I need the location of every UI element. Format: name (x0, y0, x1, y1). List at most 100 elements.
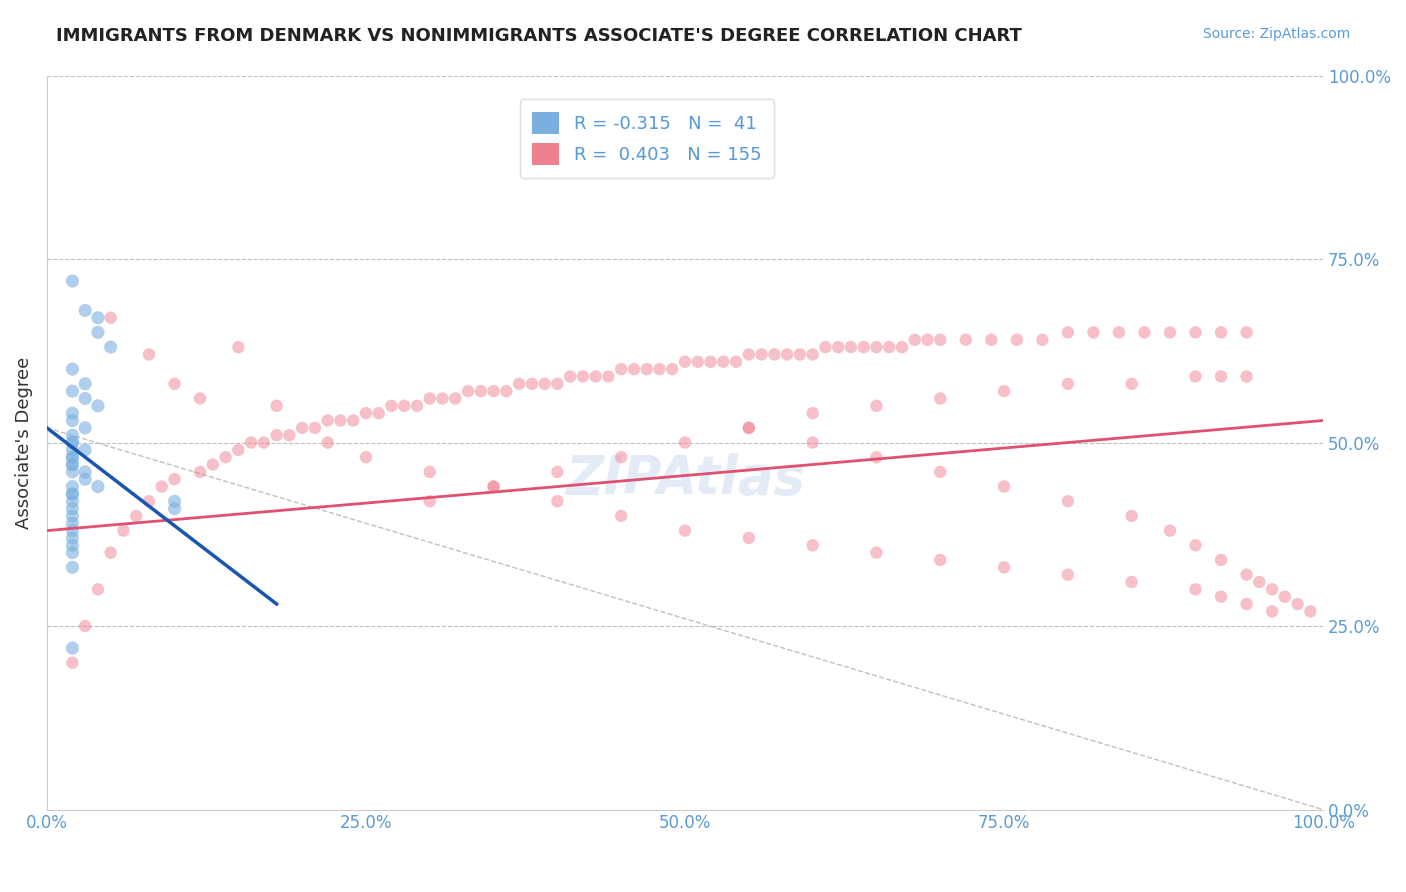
Point (62, 479, 84, 493)
Point (62, 487, 84, 501)
Point (482, 479, 505, 493)
Point (1057, 376, 1080, 391)
Point (801, 347, 824, 361)
Point (661, 362, 683, 376)
Point (62, 538, 84, 552)
Point (406, 399, 429, 413)
Point (62, 656, 84, 670)
Point (1209, 369, 1232, 384)
Point (686, 355, 709, 369)
Point (419, 392, 441, 406)
Point (904, 333, 927, 347)
Point (163, 376, 186, 391)
Point (444, 392, 467, 406)
Point (1236, 326, 1258, 340)
Point (738, 347, 761, 361)
Point (201, 458, 224, 472)
Point (1274, 590, 1296, 604)
Point (470, 384, 492, 399)
Point (789, 347, 811, 361)
Point (1299, 604, 1322, 618)
Point (865, 340, 887, 354)
Point (865, 450, 887, 465)
Point (138, 347, 160, 361)
Text: Source: ZipAtlas.com: Source: ZipAtlas.com (1202, 27, 1350, 41)
Point (75, 376, 97, 391)
Point (572, 369, 595, 384)
Point (1209, 553, 1232, 567)
Point (316, 435, 339, 450)
Point (495, 384, 517, 399)
Point (929, 553, 952, 567)
Point (228, 340, 250, 354)
Point (1184, 369, 1206, 384)
Point (87, 582, 110, 597)
Point (1121, 508, 1143, 523)
Point (62, 465, 84, 479)
Point (62, 641, 84, 656)
Point (1057, 494, 1080, 508)
Point (278, 428, 301, 442)
Point (482, 479, 505, 493)
Point (87, 310, 110, 325)
Point (673, 524, 696, 538)
Point (354, 406, 377, 420)
Point (87, 479, 110, 493)
Point (929, 392, 952, 406)
Point (955, 333, 977, 347)
Point (419, 465, 441, 479)
Point (62, 435, 84, 450)
Point (1184, 538, 1206, 552)
Point (1261, 582, 1284, 597)
Point (1236, 369, 1258, 384)
Point (801, 435, 824, 450)
Point (354, 450, 377, 465)
Point (1057, 567, 1080, 582)
Point (138, 494, 160, 508)
Point (1249, 574, 1271, 589)
Point (738, 531, 761, 545)
Point (917, 333, 939, 347)
Point (610, 362, 633, 376)
Point (1209, 590, 1232, 604)
Point (62, 362, 84, 376)
Point (100, 310, 122, 325)
Point (62, 428, 84, 442)
Point (877, 340, 900, 354)
Point (62, 458, 84, 472)
Point (673, 435, 696, 450)
Point (648, 362, 671, 376)
Point (865, 399, 887, 413)
Point (62, 450, 84, 465)
Point (546, 376, 568, 391)
Point (62, 406, 84, 420)
Point (62, 450, 84, 465)
Point (62, 516, 84, 531)
Point (163, 472, 186, 486)
Point (1184, 582, 1206, 597)
Point (62, 435, 84, 450)
Point (980, 333, 1002, 347)
Point (304, 421, 326, 435)
Point (1083, 326, 1105, 340)
Y-axis label: Associate's Degree: Associate's Degree (15, 357, 32, 529)
Point (623, 362, 645, 376)
Point (62, 531, 84, 545)
Point (1031, 333, 1053, 347)
Point (163, 494, 186, 508)
Point (598, 369, 620, 384)
Point (560, 369, 582, 384)
Point (993, 384, 1015, 399)
Point (636, 362, 658, 376)
Point (610, 508, 633, 523)
Point (62, 524, 84, 538)
Text: ZIPAtlas: ZIPAtlas (565, 453, 806, 505)
Point (839, 340, 862, 354)
Point (62, 274, 84, 288)
Point (1159, 326, 1181, 340)
Point (1133, 326, 1156, 340)
Point (380, 399, 402, 413)
Point (711, 355, 734, 369)
Point (865, 546, 887, 560)
Point (342, 413, 364, 427)
